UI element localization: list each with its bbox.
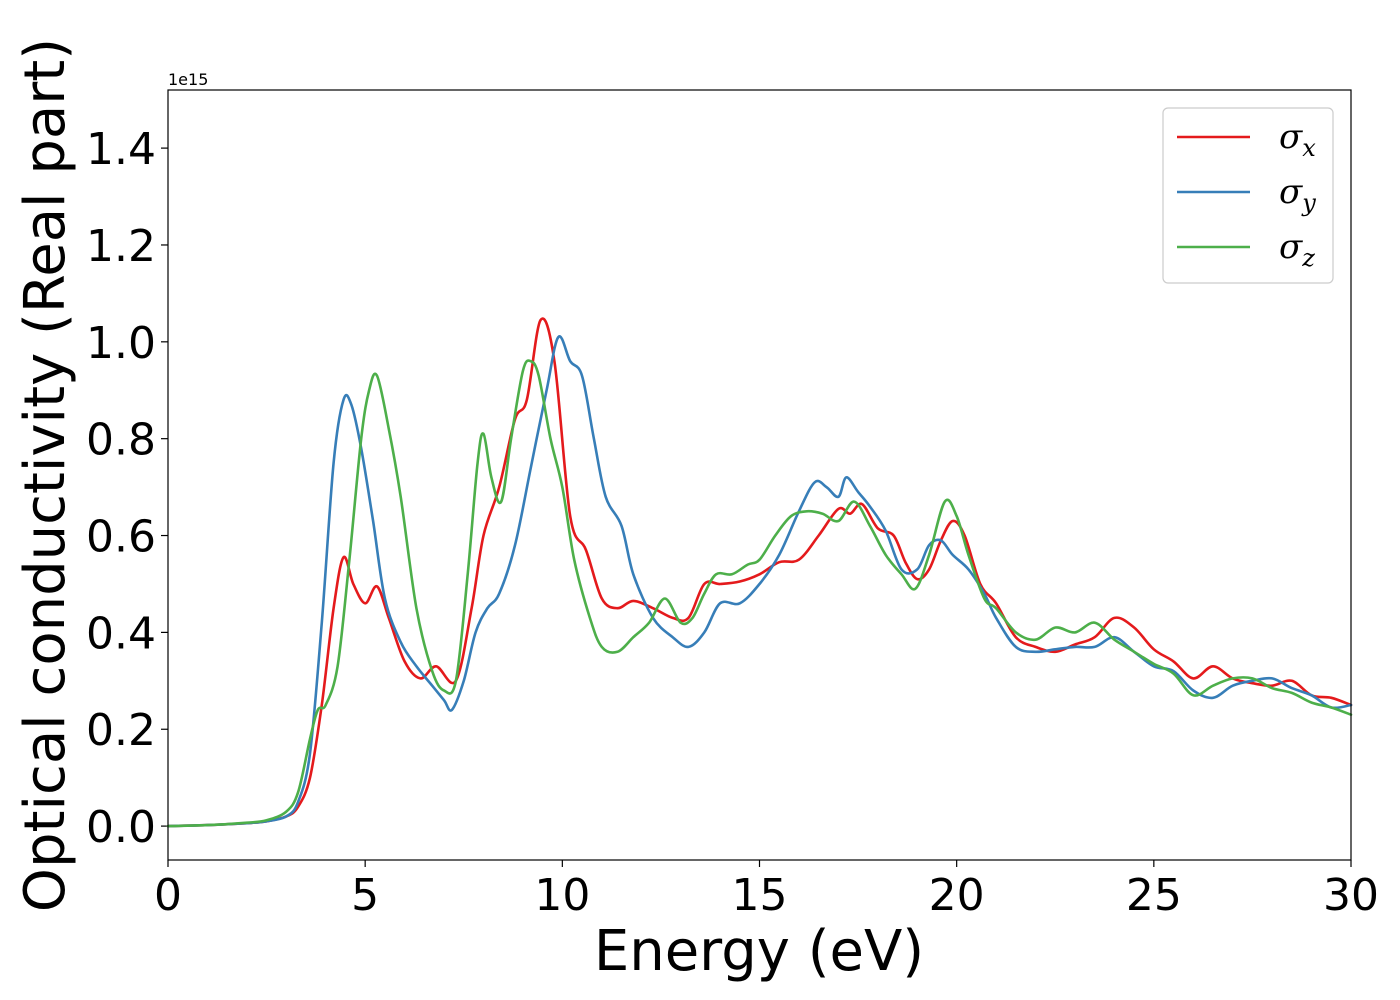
x-tick-label: 5 [351, 870, 379, 921]
x-tick-label: 30 [1323, 870, 1379, 921]
y-tick-label: 1.4 [86, 124, 156, 175]
legend-box [1162, 107, 1334, 284]
y-offset-label: 1e15 [168, 70, 208, 89]
series-line-sigma-y [166, 335, 1353, 828]
axis-ticks: 0 5 10 15 20 25 30 0.0 0.2 0.4 0.6 0.8 1.0 1.2 1.4 [86, 124, 1379, 921]
legend-label-sigma-z: σz [1279, 227, 1315, 272]
y-tick-label: 0.4 [86, 608, 156, 659]
legend-subscript: z [1301, 244, 1315, 272]
y-tick-label: 0.2 [86, 705, 156, 756]
series-line-sigma-x [166, 317, 1353, 828]
x-axis-label: Energy (eV) [594, 919, 924, 984]
series-lines [166, 317, 1353, 828]
legend-subscript: y [1301, 189, 1316, 217]
x-tick-label: 0 [154, 870, 182, 921]
legend-subscript: x [1302, 134, 1316, 162]
x-tick-label: 25 [1126, 870, 1182, 921]
x-tick-label: 20 [929, 870, 985, 921]
x-tick-label: 15 [732, 870, 788, 921]
legend-label-sigma-y: σy [1279, 172, 1316, 217]
legend-symbol: σ [1279, 227, 1303, 267]
x-tick-label: 10 [534, 870, 590, 921]
y-tick-label: 1.2 [86, 221, 156, 272]
plot-frame [167, 89, 1352, 861]
series-line-sigma-z [166, 359, 1353, 828]
y-tick-label: 0.8 [86, 415, 156, 466]
y-tick-label: 1.0 [86, 318, 156, 369]
legend-symbol: σ [1279, 117, 1303, 157]
y-tick-label: 0.0 [86, 802, 156, 853]
y-axis-label: Optical conductivity (Real part) [13, 38, 78, 912]
legend-symbol: σ [1279, 172, 1303, 212]
y-tick-label: 0.6 [86, 512, 156, 563]
legend-label-sigma-x: σx [1279, 117, 1316, 162]
